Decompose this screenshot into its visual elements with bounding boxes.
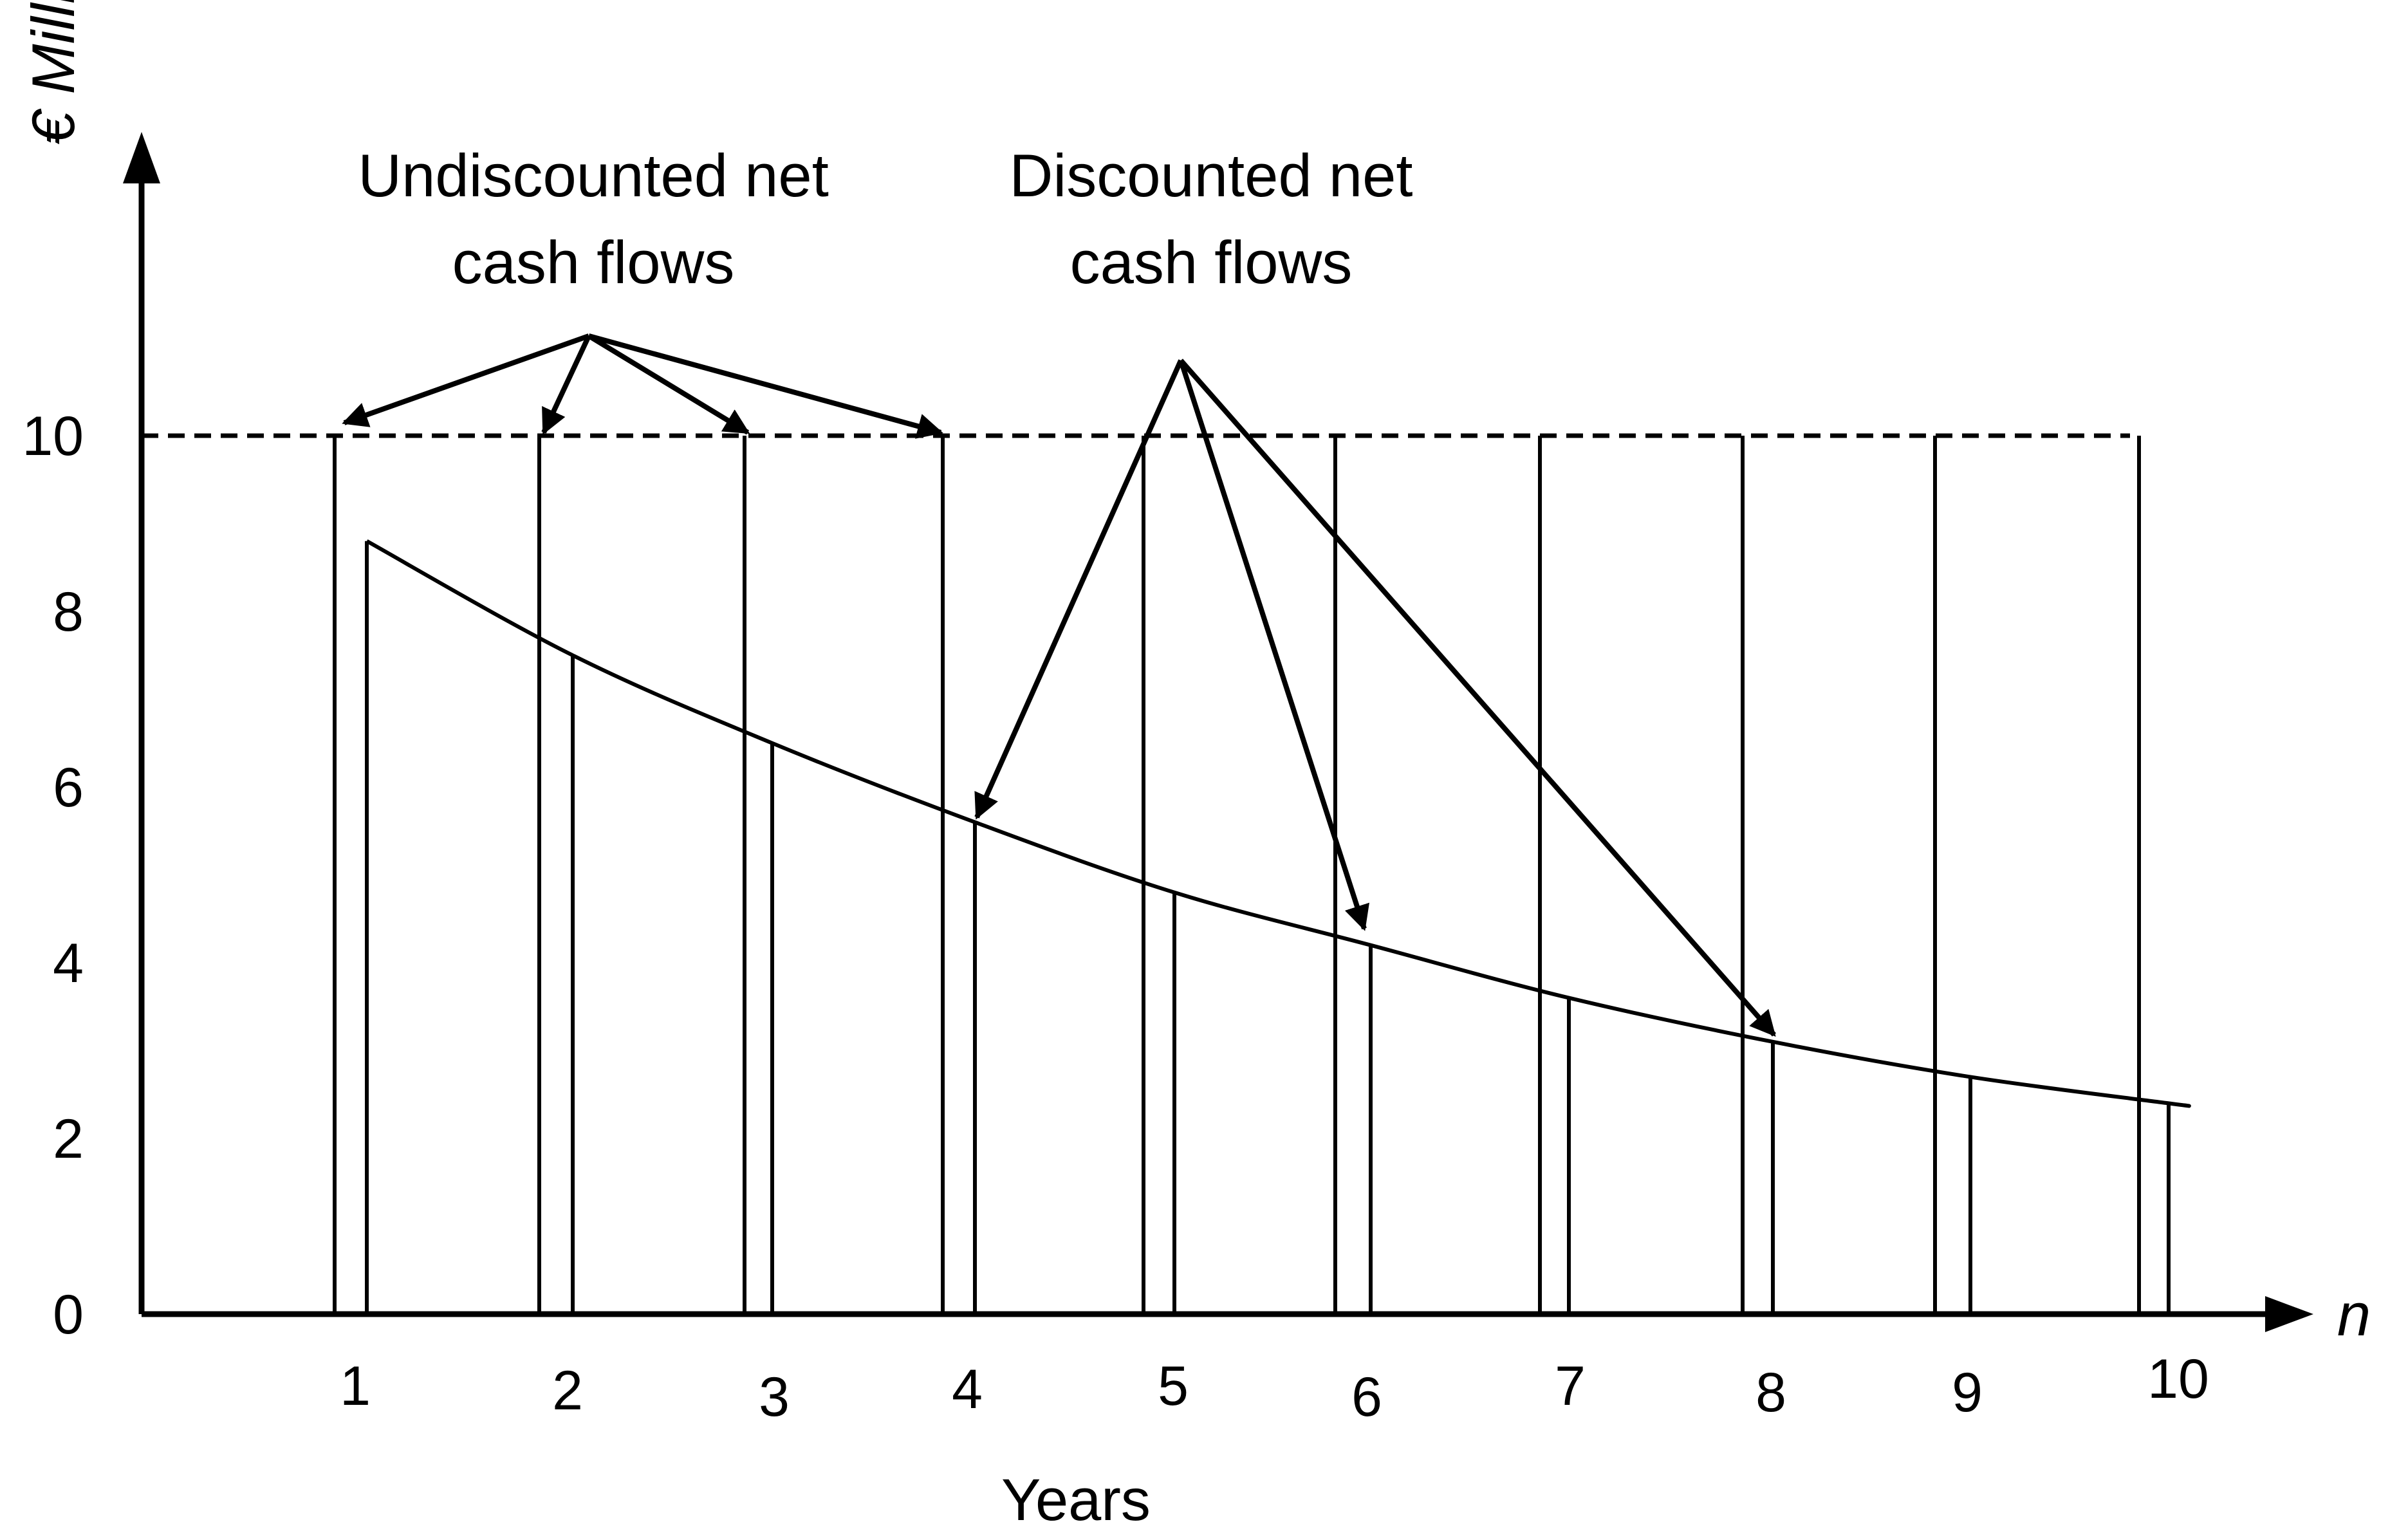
- x-tick-labels: 1 2 3 4 5 6 7 8 9 10: [340, 1348, 2209, 1428]
- y-tick-label: 2: [53, 1108, 84, 1170]
- y-tick-label: 6: [53, 757, 84, 819]
- annotation-arrow: [1178, 358, 1777, 1037]
- x-tick-label: 7: [1555, 1355, 1586, 1417]
- discount-curve: [366, 539, 2191, 1108]
- discounted-bars: [365, 541, 2171, 1314]
- annotation-arrow: [1178, 359, 1369, 931]
- y-tick-label: 0: [53, 1284, 84, 1346]
- x-tick-label: 2: [552, 1360, 583, 1422]
- annotation-group: Undiscounted net cash flows: [342, 142, 943, 439]
- annotation-group: Discounted net cash flows: [974, 142, 1777, 1037]
- annotation-label: Discounted net: [1009, 142, 1412, 209]
- y-axis-arrow: [123, 132, 160, 183]
- y-tick-label: 8: [53, 581, 84, 643]
- annotation-label: cash flows: [452, 228, 735, 296]
- y-axis-title: € Million: [19, 0, 87, 145]
- x-tick-label: 10: [2147, 1348, 2209, 1410]
- x-tick-label: 5: [1158, 1355, 1189, 1417]
- annotation-arrow: [541, 335, 591, 435]
- annotation-arrow: [587, 333, 750, 435]
- annotation-arrow: [588, 333, 943, 439]
- x-tick-label: 9: [1952, 1362, 1983, 1424]
- x-tick-label: 6: [1351, 1366, 1382, 1428]
- x-axis-arrow: [2265, 1296, 2313, 1332]
- undiscounted-bars: [333, 436, 2141, 1314]
- annotation-label: Undiscounted net: [358, 142, 829, 209]
- annotation-arrow: [342, 333, 590, 427]
- x-axis-end-label: n: [2337, 1281, 2371, 1348]
- x-tick-label: 8: [1755, 1362, 1786, 1424]
- x-tick-label: 1: [340, 1355, 371, 1417]
- y-tick-label: 10: [22, 405, 84, 467]
- x-tick-label: 3: [759, 1366, 790, 1428]
- annotation-arrow: [974, 359, 1183, 820]
- axes: [123, 132, 2313, 1332]
- x-axis-title: Years: [1001, 1467, 1151, 1533]
- y-tick-label: 4: [53, 932, 84, 994]
- x-tick-label: 4: [952, 1359, 983, 1420]
- y-tick-labels: 0 2 4 6 8 10: [22, 405, 84, 1346]
- annotation-label: cash flows: [1070, 228, 1353, 296]
